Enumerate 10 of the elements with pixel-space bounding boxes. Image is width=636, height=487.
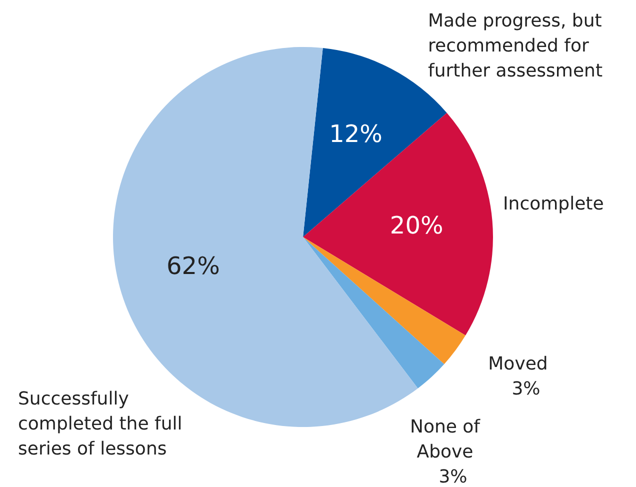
slice-label: None of Above [410, 416, 481, 463]
data-label: 3% [438, 466, 468, 487]
data-label: 20% [390, 212, 444, 240]
slice-label: Successfully completed the full series of lessons [18, 388, 182, 460]
slice-label: Incomplete [503, 194, 604, 215]
data-label: 62% [166, 252, 220, 280]
slice-label: Moved [488, 354, 548, 375]
data-label: 3% [512, 378, 540, 400]
slice-label: Made progress, but recommended for further assessment [428, 10, 602, 82]
data-label: 12% [329, 120, 382, 148]
